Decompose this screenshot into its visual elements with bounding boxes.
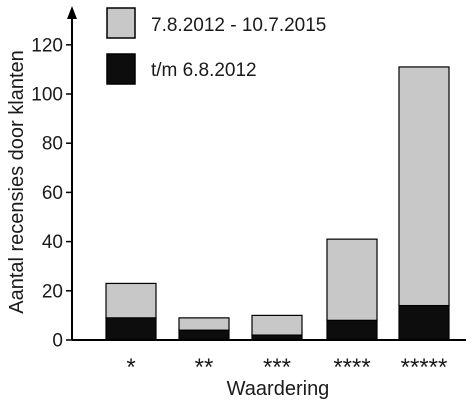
y-tick-label-100: 100 xyxy=(31,85,63,106)
legend: 7.8.2012 - 10.7.2015 t/m 6.8.2012 xyxy=(106,7,326,85)
x-category-labels: * ** *** **** ***** xyxy=(126,354,447,381)
x-category-label-1: * xyxy=(126,354,135,381)
legend-swatch-period-2 xyxy=(106,7,136,39)
bar-segment-5-series-2 xyxy=(398,66,450,307)
bar-segment-4-series-2 xyxy=(326,238,378,321)
legend-label-period-2: 7.8.2012 - 10.7.2015 xyxy=(151,15,326,36)
x-category-label-5: ***** xyxy=(401,354,448,381)
bars-layer xyxy=(105,66,450,341)
bar-segment-2-series-1 xyxy=(178,329,230,341)
y-tick-label-0: 0 xyxy=(52,331,63,352)
x-category-label-3: *** xyxy=(263,354,291,381)
y-tick-label-120: 120 xyxy=(31,35,63,56)
legend-swatch-period-1 xyxy=(106,53,136,85)
y-axis-title: Aantal recensies door klanten xyxy=(6,50,28,314)
x-category-label-4: **** xyxy=(333,354,370,381)
legend-label-period-1: t/m 6.8.2012 xyxy=(151,60,257,81)
bar-segment-4-series-1 xyxy=(326,319,378,341)
bar-segment-5-series-1 xyxy=(398,304,450,341)
y-tick-label-60: 60 xyxy=(42,183,63,204)
y-axis-arrowhead xyxy=(67,6,77,19)
y-tick-label-80: 80 xyxy=(42,134,63,155)
y-tick-label-20: 20 xyxy=(42,281,63,302)
bar-segment-1-series-2 xyxy=(105,282,157,319)
bar-segment-2-series-2 xyxy=(178,317,230,331)
y-ticks: 0 20 40 60 80 100 120 xyxy=(31,35,72,352)
bar-segment-1-series-1 xyxy=(105,317,157,341)
x-category-label-2: ** xyxy=(195,354,214,381)
x-axis-title: Waardering xyxy=(227,378,330,400)
bar-segment-3-series-2 xyxy=(251,314,303,336)
y-tick-label-40: 40 xyxy=(42,232,63,253)
